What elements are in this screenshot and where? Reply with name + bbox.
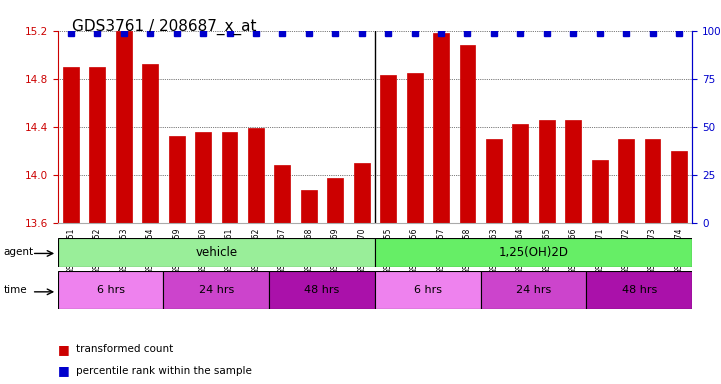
Bar bbox=[169, 136, 185, 223]
Bar bbox=[116, 31, 132, 223]
Text: 48 hrs: 48 hrs bbox=[304, 285, 340, 295]
Bar bbox=[248, 128, 264, 223]
Bar bbox=[486, 139, 502, 223]
Text: ■: ■ bbox=[58, 364, 69, 377]
Text: 24 hrs: 24 hrs bbox=[516, 285, 551, 295]
FancyBboxPatch shape bbox=[164, 271, 269, 309]
FancyBboxPatch shape bbox=[481, 271, 586, 309]
Text: GDS3761 / 208687_x_at: GDS3761 / 208687_x_at bbox=[72, 19, 257, 35]
Text: 6 hrs: 6 hrs bbox=[414, 285, 442, 295]
Text: 6 hrs: 6 hrs bbox=[97, 285, 125, 295]
Text: ■: ■ bbox=[58, 343, 69, 356]
Bar bbox=[380, 75, 396, 223]
Bar bbox=[407, 73, 423, 223]
Bar bbox=[459, 45, 475, 223]
FancyBboxPatch shape bbox=[586, 271, 692, 309]
Text: vehicle: vehicle bbox=[195, 246, 237, 259]
FancyBboxPatch shape bbox=[375, 271, 481, 309]
Bar bbox=[221, 132, 237, 223]
Bar bbox=[565, 119, 581, 223]
FancyBboxPatch shape bbox=[58, 271, 164, 309]
Bar bbox=[89, 67, 105, 223]
Bar bbox=[142, 64, 158, 223]
Bar bbox=[539, 119, 554, 223]
Bar bbox=[645, 139, 660, 223]
Bar bbox=[671, 151, 687, 223]
Text: percentile rank within the sample: percentile rank within the sample bbox=[76, 366, 252, 376]
Text: time: time bbox=[4, 285, 27, 295]
Bar bbox=[433, 33, 449, 223]
Bar bbox=[618, 139, 634, 223]
Text: transformed count: transformed count bbox=[76, 344, 173, 354]
Bar bbox=[275, 165, 291, 223]
Bar bbox=[63, 67, 79, 223]
Bar bbox=[513, 124, 528, 223]
FancyBboxPatch shape bbox=[269, 271, 375, 309]
Text: agent: agent bbox=[4, 247, 34, 257]
Bar bbox=[195, 132, 211, 223]
Bar bbox=[327, 178, 343, 223]
Text: 48 hrs: 48 hrs bbox=[622, 285, 657, 295]
Bar bbox=[354, 163, 370, 223]
Bar bbox=[592, 161, 608, 223]
FancyBboxPatch shape bbox=[375, 238, 692, 267]
Text: 1,25(OH)2D: 1,25(OH)2D bbox=[498, 246, 569, 259]
Bar bbox=[301, 190, 317, 223]
Text: 24 hrs: 24 hrs bbox=[199, 285, 234, 295]
FancyBboxPatch shape bbox=[58, 238, 375, 267]
